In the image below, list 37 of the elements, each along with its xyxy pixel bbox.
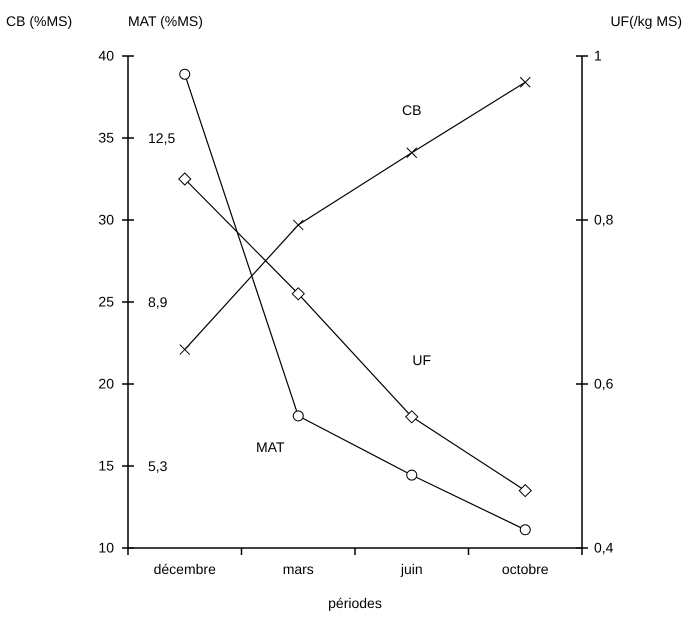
x-axis-title: périodes — [328, 595, 382, 611]
series-label: MAT — [256, 438, 285, 455]
point — [406, 147, 418, 158]
point — [406, 470, 418, 481]
y-tick-label: 40 — [98, 47, 114, 64]
series-label: CB — [402, 102, 422, 118]
x-tick-label: juin — [400, 561, 423, 577]
y2-tick-label: 0,4 — [594, 539, 614, 556]
text: UF — [412, 352, 432, 368]
y-tick-label: 35 — [98, 129, 114, 146]
y2-tick-label: 1 — [594, 47, 602, 64]
point — [179, 344, 190, 356]
y-tick-label: 25 — [98, 293, 114, 310]
point — [179, 68, 190, 80]
y3-tick-label: 5,3 — [148, 458, 168, 474]
x-tick-label: décembre — [154, 561, 216, 577]
y3-axis-title: MAT (%MS) — [128, 13, 203, 29]
x-tick-label: mars — [282, 561, 314, 577]
y3-tick-label: 8,9 — [148, 294, 168, 310]
point — [292, 287, 305, 300]
y-tick-label: 30 — [98, 211, 114, 228]
point — [520, 76, 531, 88]
y2-tick-label: 0,8 — [594, 211, 614, 228]
y2-axis-title: UF(/kg MS) — [610, 13, 682, 29]
y2-tick-label: 0,6 — [594, 375, 614, 392]
y-tick-label: 15 — [98, 457, 114, 474]
x-tick-label: octobre — [502, 561, 549, 577]
point — [292, 219, 304, 230]
y-axis-title: CB (%MS) — [6, 13, 72, 29]
y-tick-label: 10 — [98, 539, 114, 556]
point — [405, 410, 418, 424]
point — [518, 484, 532, 498]
point — [178, 172, 192, 186]
point — [292, 410, 304, 422]
y3-tick-label: 12,5 — [148, 130, 176, 146]
point — [520, 524, 531, 536]
y-tick-label: 20 — [98, 375, 114, 392]
